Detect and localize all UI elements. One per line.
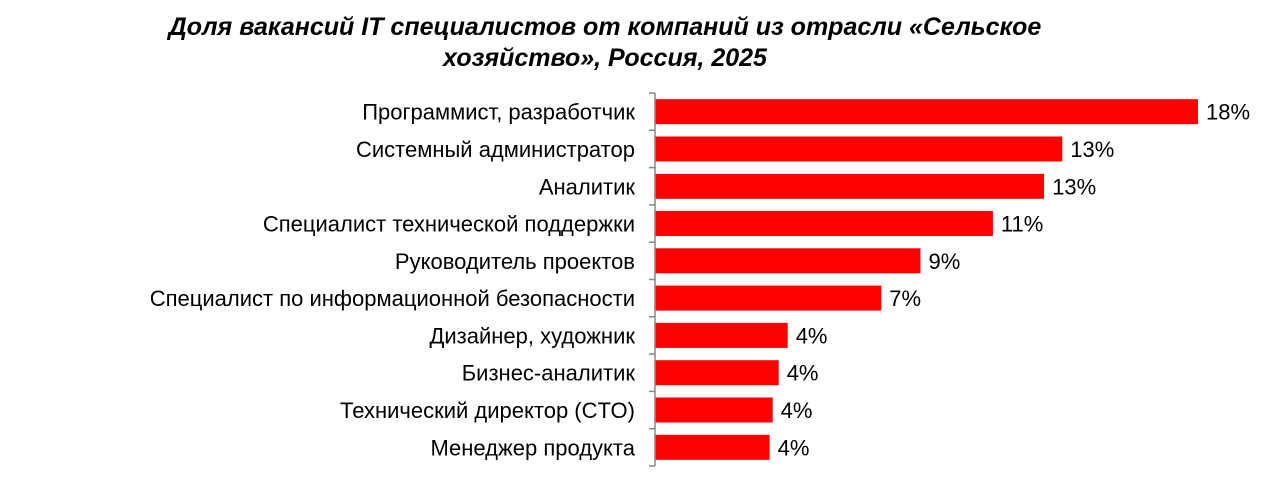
data-label-5: 9% xyxy=(929,249,961,274)
bar-10 xyxy=(655,434,770,460)
data-label-6: 7% xyxy=(889,286,921,311)
data-label-9: 4% xyxy=(781,398,813,423)
chart-title: Доля вакансий IT специалистов от компани… xyxy=(0,12,1210,74)
category-label-4: Специалист технической поддержки xyxy=(263,212,635,237)
bar-3 xyxy=(655,173,1045,199)
data-label-1: 18% xyxy=(1206,100,1250,125)
bar-9 xyxy=(655,397,773,423)
data-label-2: 13% xyxy=(1070,137,1114,162)
category-label-3: Аналитик xyxy=(539,174,636,199)
bar-1 xyxy=(655,99,1198,125)
data-label-7: 4% xyxy=(796,323,828,348)
bar-2 xyxy=(655,136,1063,162)
chart-title-line-1: Доля вакансий IT специалистов от компани… xyxy=(168,13,1042,41)
bar-5 xyxy=(655,248,921,274)
bar-8 xyxy=(655,360,779,386)
category-label-1: Программист, разработчик xyxy=(362,100,635,125)
category-label-8: Бизнес-аналитик xyxy=(462,361,636,386)
category-label-9: Технический директор (CTO) xyxy=(340,398,635,423)
data-label-8: 4% xyxy=(787,361,819,386)
category-label-7: Дизайнер, художник xyxy=(429,323,635,348)
category-label-10: Менеджер продукта xyxy=(430,435,635,460)
category-label-2: Системный администратор xyxy=(356,137,635,162)
bar-6 xyxy=(655,285,882,311)
data-label-4: 11% xyxy=(1001,212,1043,237)
category-label-5: Руководитель проектов xyxy=(395,249,635,274)
chart-title-line-2: хозяйство», Россия, 2025 xyxy=(443,44,767,72)
category-label-6: Специалист по информационной безопасност… xyxy=(150,286,635,311)
data-label-10: 4% xyxy=(778,435,810,460)
data-label-3: 13% xyxy=(1052,174,1096,199)
bar-4 xyxy=(655,211,993,236)
bar-7 xyxy=(655,322,788,348)
